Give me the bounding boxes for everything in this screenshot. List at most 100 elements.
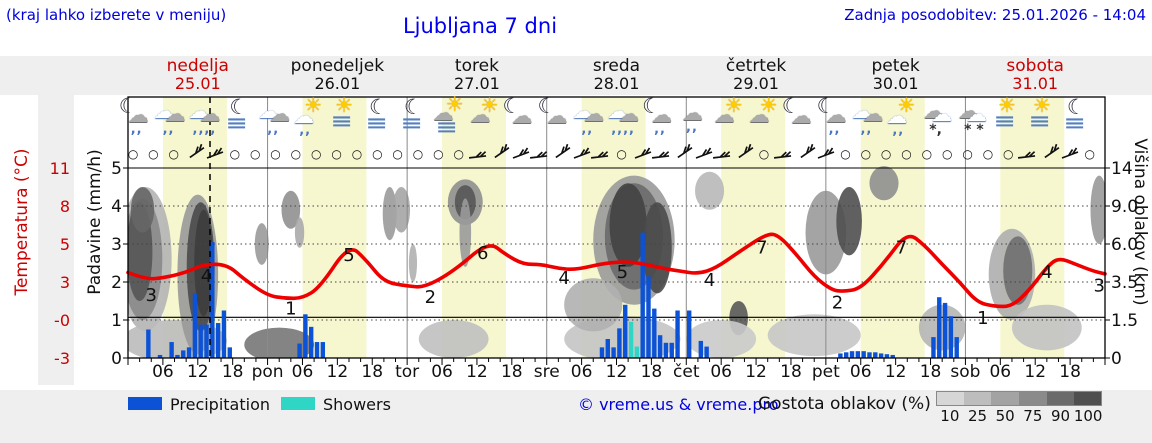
x-axis-label-06: 06 xyxy=(710,362,732,382)
cloud-blob xyxy=(254,223,269,265)
gradient-tick-label: 50 xyxy=(995,407,1015,425)
cloud-glyph: ☁ xyxy=(651,103,673,127)
x-axis-label-06: 06 xyxy=(989,362,1012,382)
x-axis-label-pet: pet xyxy=(811,362,840,382)
shower-bar xyxy=(634,346,640,358)
day-name: nedelja xyxy=(166,56,229,76)
calm-wind-icon: ○ xyxy=(1084,147,1095,161)
calm-wind-icon: ○ xyxy=(290,147,302,161)
clouds-rain-heavy-icon: ☁ ☁,,,, xyxy=(189,99,225,145)
page-title: Ljubljana 7 dni xyxy=(402,14,558,38)
legend-precip-label: Precipitation xyxy=(170,395,271,414)
moon-glyph: ☾ xyxy=(403,95,423,119)
cloud-density-label: Gostota oblakov (%) xyxy=(758,394,931,414)
day-date: 25.01 xyxy=(174,74,221,93)
day-name: ponedeljek xyxy=(290,56,385,76)
calm-wind-icon: ○ xyxy=(880,147,892,161)
fog-glyph: ≡ xyxy=(365,113,388,134)
moon-glyph: ☾ xyxy=(368,95,388,119)
precipitation-bar xyxy=(157,354,163,358)
sun-glyph: ☀ xyxy=(480,93,499,117)
x-axis-label-12: 12 xyxy=(1024,362,1047,382)
cloud-tick-label: 14 xyxy=(1111,159,1133,179)
rain-glyph: ,, xyxy=(130,122,143,137)
cloud-blob xyxy=(392,187,411,233)
cloud-blob xyxy=(918,304,966,351)
cloud-glyph: ☁ xyxy=(583,102,605,126)
rain-glyph: ,, xyxy=(299,123,312,138)
cloud-blob xyxy=(686,320,757,358)
left-axis-band xyxy=(38,95,74,385)
fog-glyph: ≡ xyxy=(1063,113,1086,134)
calm-wind-icon: ○ xyxy=(392,147,403,161)
calm-wind-icon: ○ xyxy=(860,147,872,161)
moon-cloud-icon: ☾ ☁ xyxy=(537,96,573,145)
precipitation-bar xyxy=(215,323,221,358)
calm-wind-icon: ○ xyxy=(941,147,953,161)
moon-cloud-icon: ☾ ☁ xyxy=(781,94,818,145)
credit-link[interactable]: © vreme.us & vreme.pro xyxy=(578,395,779,414)
day-header-sobota: sobota 31.01 xyxy=(965,57,1105,92)
cloud-glyph: ☁ xyxy=(199,102,221,126)
precip-tick-label: 2 xyxy=(111,273,122,293)
day-header-torek: torek 27.01 xyxy=(407,57,547,92)
temperature-value-label: 2 xyxy=(425,287,436,308)
sun-cloud-rain-icon: ☀ ☁,, xyxy=(293,95,329,145)
precipitation-bar xyxy=(599,347,605,358)
x-axis-label-06: 06 xyxy=(291,362,314,382)
temperature-curve xyxy=(126,232,1107,309)
moon-glyph: ☾ xyxy=(502,94,522,118)
precipitation-bar xyxy=(623,304,628,358)
x-axis-label-pon: pon xyxy=(251,362,284,382)
day-date: 31.01 xyxy=(1012,74,1059,93)
precipitation-bar xyxy=(855,351,861,358)
cloud-glyph: ☁ xyxy=(432,101,454,125)
day-header-ponedeljek: ponedeljek 26.01 xyxy=(268,57,408,92)
day-name: sreda xyxy=(592,56,641,76)
x-axis-label-06: 06 xyxy=(431,362,453,382)
temp-tick-label: 3 xyxy=(59,273,70,292)
x-axis-label-sob: sob xyxy=(950,362,981,382)
calm-wind-icon: ○ xyxy=(433,147,444,161)
cloud-tick-label: 9.0 xyxy=(1111,197,1139,217)
temperature-value-label: 6 xyxy=(477,243,488,264)
precipitation-bar xyxy=(890,354,895,358)
temperature-value-label: 3 xyxy=(1093,276,1104,297)
clouds-sleet-icon: ☁ ☁ *, xyxy=(921,99,957,145)
x-axis-label-čet: čet xyxy=(673,362,700,382)
precipitation-bar xyxy=(948,316,954,358)
precipitation-bar xyxy=(303,314,308,358)
calm-wind-icon: ○ xyxy=(127,147,139,161)
sun-glyph: ☀ xyxy=(335,93,354,117)
sun-glyph: ☀ xyxy=(759,93,778,117)
calm-wind-icon: ○ xyxy=(840,147,851,161)
cloud-glyph: ☁ xyxy=(269,102,291,126)
day-date: 29.01 xyxy=(733,74,779,93)
precipitation-bar xyxy=(873,352,878,358)
precipitation-bar xyxy=(931,337,936,358)
clouds-rain-heavy-icon: ☁ ☁,,,, xyxy=(607,99,643,145)
cloud-tick-label: 6.0 xyxy=(1111,235,1139,255)
day-name: četrtek xyxy=(725,56,787,76)
precipitation-bar xyxy=(704,346,709,358)
precipitation-bar xyxy=(181,350,186,358)
precipitation-bar xyxy=(838,353,843,358)
precipitation-bar xyxy=(617,328,622,358)
sun-fog-icon: ☀ ≡ xyxy=(991,95,1027,145)
calm-wind-icon: ○ xyxy=(982,147,994,161)
cloud-glyph: ☁ xyxy=(825,103,847,127)
menu-hint: (kraj lahko izberete v meniju) xyxy=(6,6,227,24)
temperature-value-label: 7 xyxy=(756,238,767,259)
temperature-value-label: 7 xyxy=(896,238,907,259)
moon-glyph: ☾ xyxy=(781,94,801,118)
calm-wind-icon: ○ xyxy=(372,147,383,161)
x-axis-label-18: 18 xyxy=(640,362,663,382)
x-axis-label-12: 12 xyxy=(326,362,349,382)
precipitation-bar xyxy=(146,329,151,358)
cloudb-glyph: ☁ xyxy=(293,104,315,128)
cloud-glyph: ☁ xyxy=(713,103,735,127)
precipitation-bar xyxy=(669,342,674,358)
cloud-cover-layer xyxy=(128,166,1105,358)
x-axis-label-12: 12 xyxy=(884,362,907,382)
